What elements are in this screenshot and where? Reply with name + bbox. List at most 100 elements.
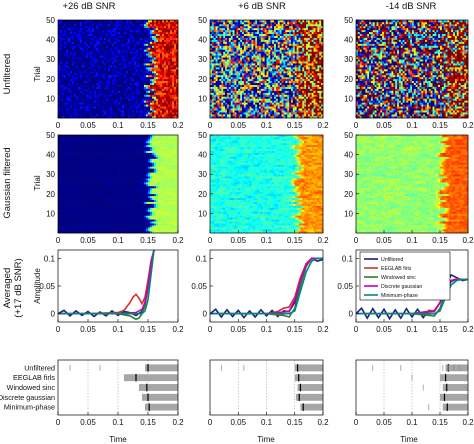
heatmap-cell bbox=[62, 47, 65, 50]
heatmap-cell bbox=[309, 84, 312, 87]
heatmap-cell bbox=[148, 27, 151, 31]
heatmap-cell bbox=[249, 90, 252, 93]
heatmap-cell bbox=[130, 33, 133, 36]
heatmap-cell bbox=[279, 74, 282, 78]
heatmap-cell bbox=[281, 78, 284, 82]
heatmap-cell bbox=[249, 84, 252, 87]
heatmap-cell bbox=[138, 104, 141, 107]
heatmap-cell bbox=[298, 106, 301, 109]
heatmap-cell bbox=[270, 88, 273, 91]
heatmap-cell bbox=[211, 59, 215, 62]
heatmap-cell bbox=[270, 70, 273, 74]
heatmap-cell bbox=[122, 88, 125, 91]
heatmap-cell bbox=[230, 90, 233, 93]
heatmap-cell bbox=[166, 86, 169, 89]
heatmap-cell bbox=[108, 55, 111, 58]
heatmap-cell bbox=[221, 78, 224, 82]
heatmap-cell bbox=[134, 21, 137, 25]
heatmap-cell bbox=[283, 86, 286, 89]
heatmap-cell bbox=[146, 33, 149, 36]
heatmap-cell bbox=[253, 84, 256, 87]
heatmap-cell bbox=[106, 29, 109, 33]
heatmap-cell bbox=[255, 88, 258, 91]
heatmap-cell bbox=[118, 51, 121, 54]
heatmap-cell bbox=[168, 106, 171, 109]
heatmap-cell bbox=[298, 100, 301, 103]
heatmap-cell bbox=[245, 92, 248, 95]
heatmap-cell bbox=[306, 65, 309, 68]
heatmap-cell bbox=[124, 53, 127, 56]
heatmap-cell bbox=[114, 106, 117, 109]
heatmap-cell bbox=[130, 21, 133, 25]
heatmap-cell bbox=[92, 78, 95, 82]
heatmap-cell bbox=[88, 61, 91, 64]
heatmap-cell bbox=[118, 45, 121, 48]
heatmap-cell bbox=[215, 59, 218, 62]
heatmap-cell bbox=[217, 116, 220, 119]
heatmap-cell bbox=[290, 67, 294, 70]
heatmap-cell bbox=[304, 80, 307, 84]
heatmap-cell bbox=[268, 57, 271, 60]
heatmap-cell bbox=[274, 102, 277, 105]
heatmap-cell bbox=[144, 112, 147, 115]
heatmap-cell bbox=[112, 80, 115, 84]
heatmap-cell bbox=[268, 63, 271, 66]
heatmap-cell bbox=[283, 92, 286, 95]
heatmap-cell bbox=[168, 74, 171, 78]
heatmap-cell bbox=[289, 94, 292, 97]
heatmap-cell bbox=[102, 37, 105, 40]
heatmap-cell bbox=[112, 76, 115, 80]
heatmap-cell bbox=[242, 67, 245, 70]
heatmap-cell bbox=[215, 90, 218, 93]
heatmap-cell bbox=[223, 61, 226, 64]
heatmap-cell bbox=[128, 61, 131, 64]
heatmap-cell bbox=[232, 53, 235, 56]
heatmap-cell bbox=[70, 43, 73, 46]
heatmap-cell bbox=[170, 65, 173, 68]
heatmap-0-0 bbox=[58, 20, 179, 119]
heatmap-cell bbox=[268, 55, 271, 58]
heatmap-cell bbox=[247, 114, 250, 117]
heatmap-cell bbox=[279, 55, 282, 58]
heatmap-cell bbox=[266, 57, 269, 60]
heatmap-cell bbox=[158, 108, 161, 111]
heatmap-cell bbox=[152, 59, 155, 62]
heatmap-cell bbox=[136, 84, 139, 87]
heatmap-cell bbox=[134, 84, 137, 87]
heatmap-cell bbox=[210, 104, 213, 107]
heatmap-cell bbox=[80, 47, 83, 50]
heatmap-cell bbox=[106, 21, 109, 25]
heatmap-cell bbox=[166, 59, 169, 62]
heatmap-cell bbox=[154, 59, 157, 62]
heatmap-cell bbox=[215, 108, 218, 111]
heatmap-cell bbox=[251, 69, 254, 72]
heatmap-cell bbox=[272, 102, 275, 105]
heatmap-cell bbox=[60, 90, 63, 93]
heatmap-cell bbox=[84, 94, 87, 97]
heatmap-cell bbox=[98, 90, 101, 93]
heatmap-cell bbox=[315, 100, 318, 103]
heatmap-cell bbox=[168, 90, 171, 93]
heatmap-cell bbox=[90, 90, 93, 93]
heatmap-cell bbox=[92, 100, 95, 103]
heatmap-cell bbox=[154, 72, 157, 76]
heatmap-cell bbox=[257, 67, 260, 70]
heatmap-cell bbox=[225, 106, 228, 109]
heatmap-cell bbox=[150, 72, 153, 76]
heatmap-cell bbox=[64, 69, 67, 72]
heatmap-cell bbox=[215, 65, 218, 68]
heatmap-cell bbox=[223, 90, 226, 93]
heatmap-cell bbox=[68, 41, 71, 44]
heatmap-cell bbox=[253, 106, 256, 109]
heatmap-cell bbox=[126, 29, 129, 33]
heatmap-cell bbox=[136, 80, 139, 84]
heatmap-cell bbox=[266, 100, 269, 103]
heatmap-cell bbox=[162, 47, 165, 50]
heatmap-cell bbox=[245, 104, 248, 107]
heatmap-cell bbox=[146, 112, 149, 115]
heatmap-cell bbox=[306, 104, 309, 107]
heatmap-cell bbox=[132, 74, 135, 78]
heatmap-cell bbox=[128, 104, 131, 107]
heatmap-cell bbox=[82, 49, 85, 52]
heatmap-cell bbox=[236, 78, 239, 82]
